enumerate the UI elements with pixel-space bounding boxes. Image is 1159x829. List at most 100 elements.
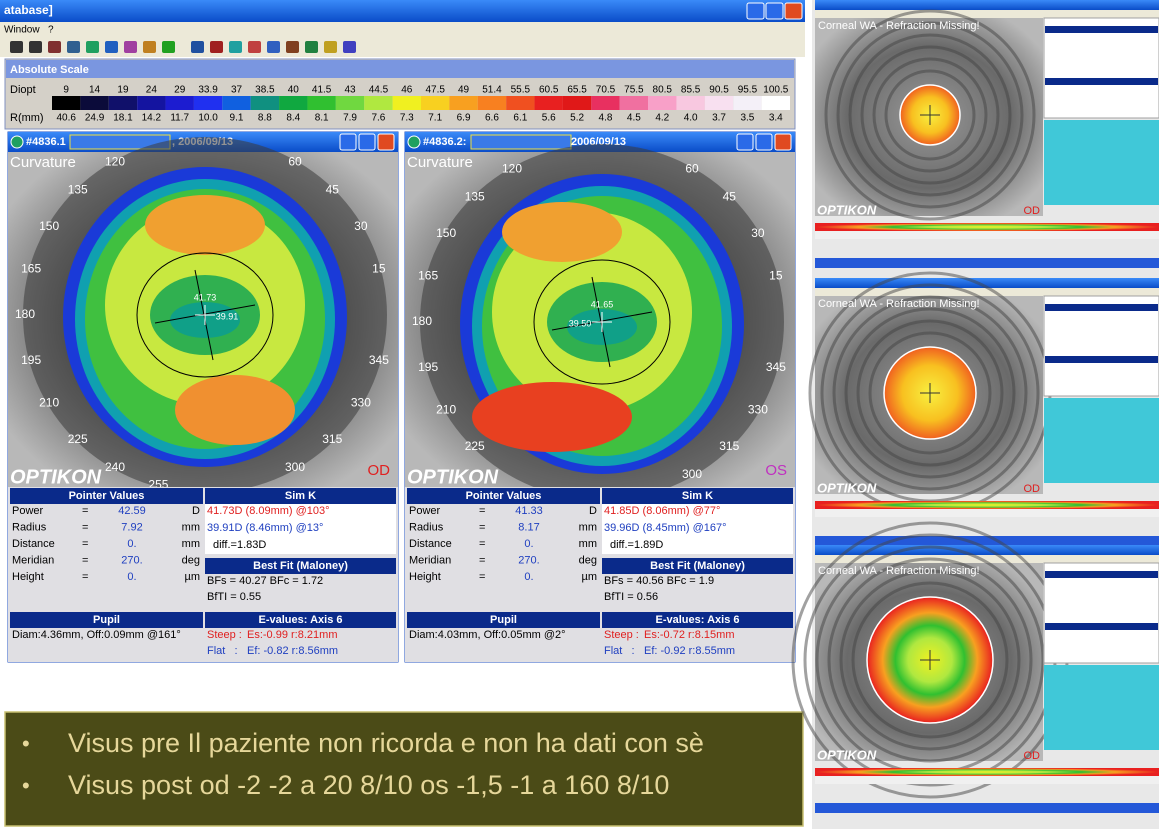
toolbar-icons [10,41,356,53]
degree-label: 45 [326,182,340,196]
section-title: E-values: Axis 6 [259,614,343,626]
section-title: Best Fit (Maloney) [650,560,745,572]
thumb-ring [839,569,1021,751]
scale-diopt: 14 [89,85,101,96]
degree-label: 45 [723,189,737,203]
scale-rmm: 3.7 [712,113,726,124]
scale-diopt: 29 [174,85,186,96]
thumb-side-header [1045,623,1158,630]
section-title: Pointer Values [69,490,145,502]
scale-swatch [137,96,166,110]
thumb-scale-row [815,776,1159,784]
section-title: Pupil [93,614,120,626]
section-header [407,488,600,504]
row-equals: = [82,554,88,566]
window-button[interactable] [339,133,357,151]
section-header [602,488,793,504]
scale-diopt: 37 [231,85,243,96]
minimize-button[interactable] [746,2,765,20]
close-button[interactable] [784,2,803,20]
degree-label: 345 [369,353,389,367]
title-bar [0,0,805,22]
thumb-brand: OPTIKON [817,202,877,217]
scale-rmm: 40.6 [56,113,76,124]
toolbar-icon [143,41,156,53]
degree-label: 150 [436,226,456,240]
toolbar-icon [191,41,204,53]
thumb-taskbar [815,803,1159,813]
toolbar-icon [124,41,137,53]
row-equals: = [479,571,485,583]
bullet-mark: • [22,773,30,798]
window-button[interactable] [358,133,376,151]
row-unit: deg [182,554,200,566]
thumb-menu [815,555,1159,563]
thumb-menu [815,10,1159,18]
row-label: Radius [409,521,444,533]
degree-label: 150 [39,219,59,233]
thumb-side-header [1045,571,1158,578]
scale-swatch [619,96,649,110]
map-value: 39.91 [216,311,239,321]
row-value: 8.17 [518,521,539,533]
scale-diopt: 65.5 [567,85,587,96]
scale-rmm: 7.9 [343,113,357,124]
section-header [602,558,793,574]
scale-rmm: 8.8 [258,113,272,124]
window-button[interactable] [755,133,773,151]
scale-swatch [534,96,563,110]
simk-line: 41.85D (8.06mm) @77° [604,505,720,517]
toolbar-icon [86,41,99,53]
menu-item[interactable]: Window [4,25,40,36]
row-equals: = [479,521,485,533]
scale-diopt: 55.5 [511,85,531,96]
degree-label: 180 [15,307,35,321]
thumb-side-header [1045,304,1158,311]
window-button[interactable] [736,133,754,151]
panel-icon [407,135,421,149]
row-label: Radius [12,521,47,533]
menu-bar [0,22,805,37]
section-title: Pupil [490,614,517,626]
row-unit: mm [182,538,200,550]
pupil-text: Diam:4.03mm, Off:0.05mm @2° [409,629,566,641]
scale-swatch [761,96,790,110]
bestfit-line: BfTI = 0.55 [207,591,261,603]
scale-swatch [562,96,592,110]
scale-rmm: 18.1 [113,113,133,124]
toolbar-icon [305,41,318,53]
row-label: Height [409,571,441,583]
toolbar-icon [48,41,61,53]
scale-title: Absolute Scale [10,64,89,76]
thumb-ring [872,57,988,173]
bullet-text: Visus post od -2 -2 a 20 8/10 os -1,5 -1… [68,770,669,800]
scale-diopt: 70.5 [596,85,616,96]
scale-row-label: R(mm) [10,112,44,124]
degree-label: 315 [322,432,342,446]
thumb-eye: OD [1024,205,1041,217]
bestfit-line: BFs = 40.56 BFc = 1.9 [604,575,714,587]
row-value: 270. [518,554,539,566]
row-value: 270. [121,554,142,566]
window-button[interactable] [774,133,792,151]
window-button[interactable] [377,133,395,151]
toolbar-icon [67,41,80,53]
row-unit: D [192,505,200,517]
section-header [205,612,396,628]
evalue-text: Es:-0.72 r:8.15mm [644,629,734,641]
menu-item[interactable]: ? [48,25,54,36]
notes-box [4,711,804,827]
scale-diopt: 100.5 [763,85,788,96]
map-value: 41.65 [591,299,614,309]
row-equals: = [82,521,88,533]
row-unit: D [589,505,597,517]
scale-row-label: Diopt [10,84,36,96]
restore-button[interactable] [765,2,784,20]
scale-rmm: 9.1 [230,113,244,124]
toolbar-icon [162,41,175,53]
thumb-eye: OD [1024,483,1041,495]
window-title: atabase] [4,3,53,17]
evalue-label: Steep : [207,629,242,641]
thumb-ring [844,307,1016,479]
